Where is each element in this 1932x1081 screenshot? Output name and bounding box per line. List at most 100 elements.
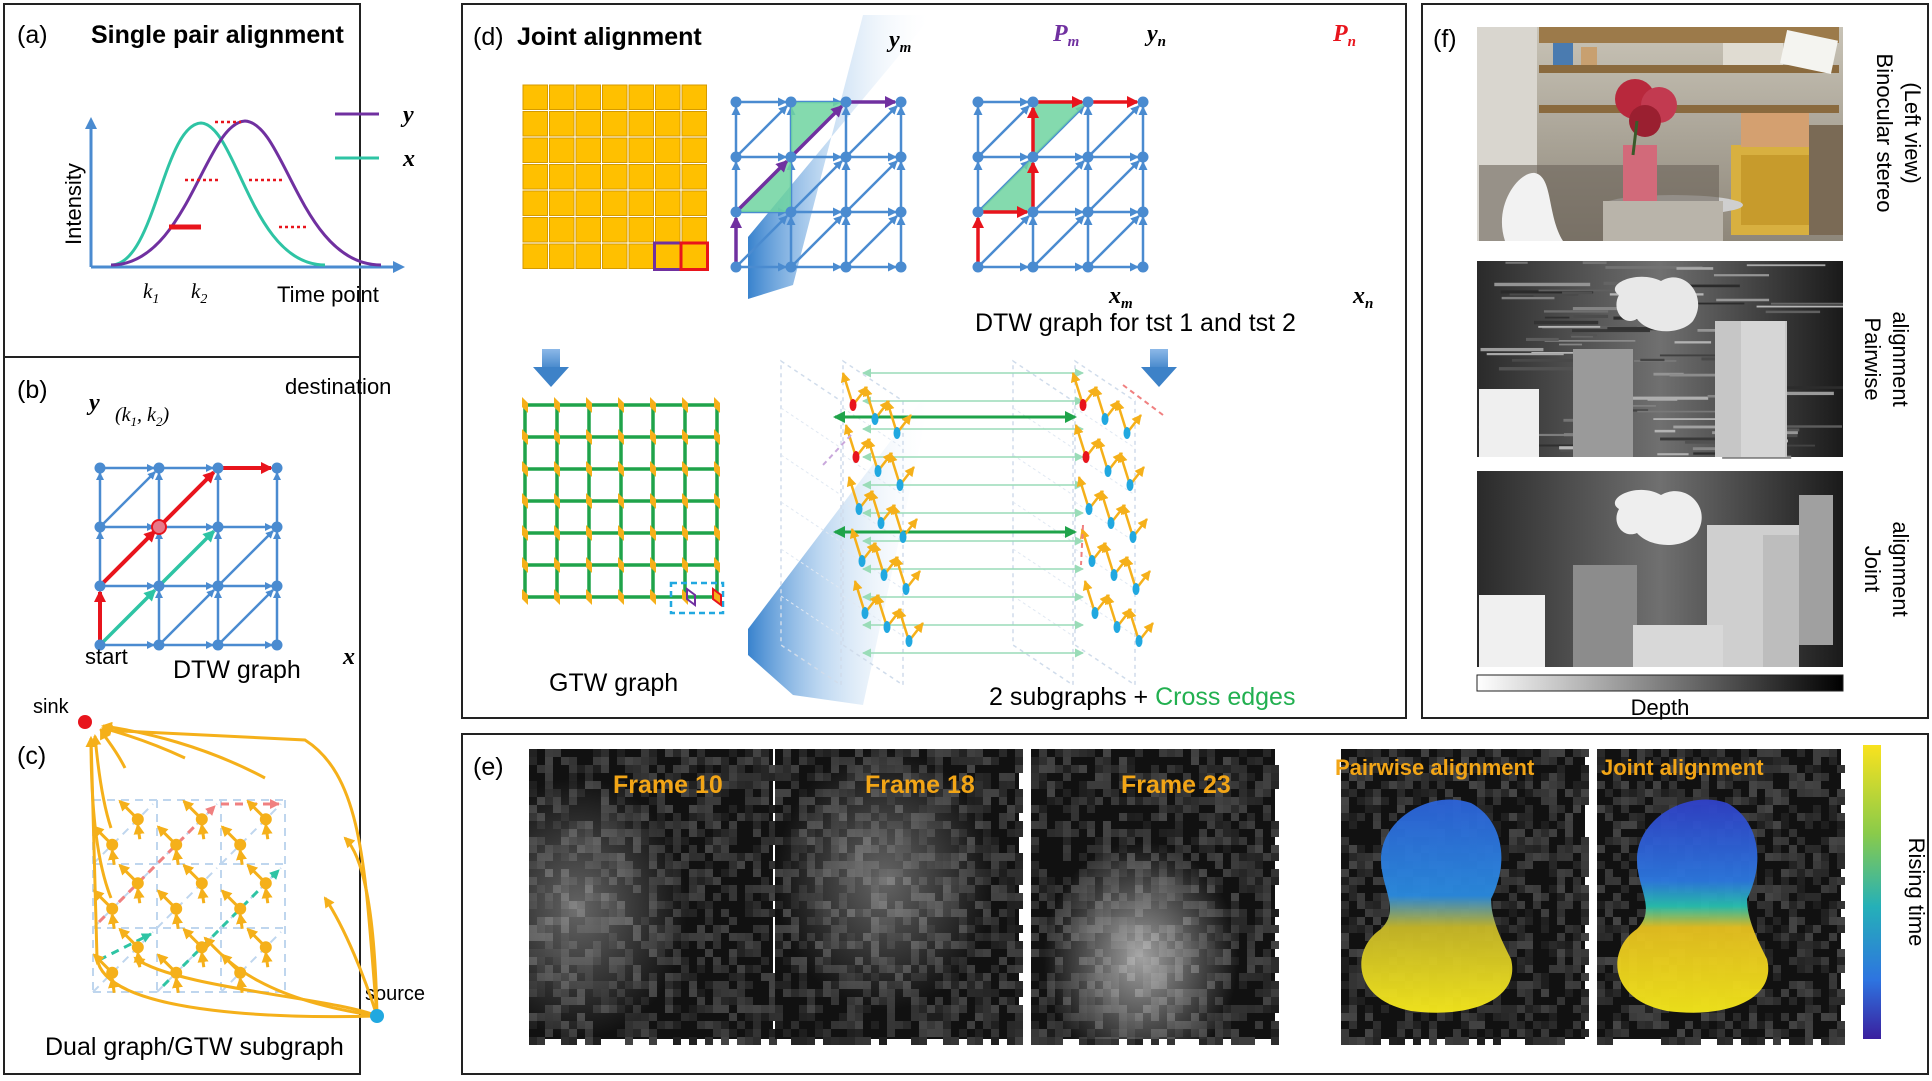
- noise-pixel: [1509, 837, 1517, 845]
- noise-pixel: [1477, 805, 1485, 813]
- noise-pixel: [1525, 773, 1533, 781]
- noise-pixel: [1493, 749, 1501, 757]
- noise-pixel: [1517, 837, 1525, 845]
- noise-pixel: [1349, 925, 1357, 933]
- noise-pixel: [1397, 1037, 1405, 1045]
- depth-streak: [1538, 289, 1631, 292]
- noise-pixel: [1765, 749, 1773, 757]
- noise-pixel: [1365, 1013, 1373, 1021]
- noise-pixel: [1541, 941, 1549, 949]
- subgraph-edge: [1114, 400, 1129, 434]
- noise-pixel: [1765, 949, 1773, 957]
- subgraph-frame: [842, 359, 904, 687]
- noise-pixel: [1517, 1029, 1525, 1037]
- noise-pixel: [1805, 1037, 1813, 1045]
- noise-pixel: [1421, 781, 1429, 789]
- dual-teal-dashed-2: [98, 932, 152, 962]
- noise-pixel: [1151, 1037, 1159, 1045]
- noise-pixel: [1541, 749, 1549, 757]
- noise-pixel: [1829, 1013, 1837, 1021]
- noise-pixel: [1365, 757, 1373, 765]
- noise-pixel: [1493, 1037, 1501, 1045]
- noise-pixel: [1373, 877, 1381, 885]
- depth-streak: [1746, 264, 1826, 267]
- noise-pixel: [1405, 765, 1413, 773]
- noise-pixel: [1517, 813, 1525, 821]
- noise-pixel: [1645, 749, 1653, 757]
- noise-pixel: [1781, 813, 1789, 821]
- noise-pixel: [1573, 789, 1581, 797]
- noise-pixel: [689, 1037, 697, 1045]
- noise-pixel: [1501, 1005, 1509, 1013]
- noise-pixel: [1581, 837, 1589, 845]
- subgraph-grid: [1074, 595, 1136, 637]
- subgraph-grid: [1012, 501, 1074, 543]
- dtw-node: [785, 151, 797, 163]
- dual-curve-4: [203, 936, 378, 1018]
- noise-pixel: [1549, 805, 1557, 813]
- cost-cell: [681, 190, 707, 216]
- noise-pixel: [1573, 957, 1581, 965]
- dual-edge-v: [197, 887, 209, 904]
- noise-pixel: [1357, 973, 1365, 981]
- dual-node: [234, 902, 247, 915]
- noise-pixel: [1501, 877, 1509, 885]
- noise-pixel: [1661, 789, 1669, 797]
- depth-streak: [1500, 290, 1594, 294]
- cost-matrix-grid: [522, 84, 709, 271]
- noise-pixel: [1349, 821, 1357, 829]
- gtw-node: [682, 589, 688, 605]
- noise-pixel: [1805, 933, 1813, 941]
- noise-pixel: [1557, 949, 1565, 957]
- dtw-node: [840, 206, 852, 218]
- noise-pixel: [1349, 1005, 1357, 1013]
- noise-pixel: [1533, 845, 1541, 853]
- noise-pixel: [1485, 765, 1493, 773]
- dtw-node: [972, 206, 984, 218]
- gtw-node: [714, 557, 720, 573]
- noise-pixel: [1669, 781, 1677, 789]
- noise-pixel: [1733, 1013, 1741, 1021]
- x-axis-arrow-icon: [393, 261, 405, 273]
- noise-pixel: [1797, 957, 1805, 965]
- noise-pixel: [1637, 781, 1645, 789]
- noise-pixel: [1749, 797, 1757, 805]
- noise-pixel: [1813, 805, 1821, 813]
- gtw-node: [522, 589, 528, 605]
- noise-pixel: [1421, 789, 1429, 797]
- noise-pixel: [1605, 933, 1613, 941]
- dtw-node: [1137, 261, 1149, 273]
- noise-pixel: [1797, 853, 1805, 861]
- noise-pixel: [1605, 925, 1613, 933]
- noise-pixel: [1821, 1013, 1829, 1021]
- noise-pixel: [1789, 997, 1797, 1005]
- noise-pixel: [1509, 925, 1517, 933]
- noise-pixel: [1565, 853, 1573, 861]
- noise-pixel: [1565, 925, 1573, 933]
- subgraph-edge: [846, 476, 861, 510]
- gtw-node: [618, 461, 624, 477]
- noise-pixel: [1389, 1037, 1397, 1045]
- noise-pixel: [1381, 909, 1389, 917]
- depth-streak: [1765, 310, 1821, 314]
- noise-pixel: [1741, 757, 1749, 765]
- noise-pixel: [1533, 973, 1541, 981]
- noise-pixel: [1805, 845, 1813, 853]
- noise-pixel: [1565, 893, 1573, 901]
- noise-pixel: [1517, 933, 1525, 941]
- dtw-path-edge: [789, 104, 844, 159]
- noise-pixel: [1525, 917, 1533, 925]
- dtw-graph-caption: DTW graph: [173, 656, 301, 684]
- noise-pixel: [1605, 973, 1613, 981]
- dtw-edge: [1032, 215, 1085, 268]
- noise-pixel: [1501, 885, 1509, 893]
- dtw-edge: [99, 471, 156, 528]
- noise-pixel: [1541, 893, 1549, 901]
- panel-b-letter: (b): [17, 376, 48, 404]
- noise-pixel: [799, 1037, 807, 1045]
- noise-pixel: [1765, 789, 1773, 797]
- noise-pixel: [1837, 861, 1845, 869]
- noise-pixel: [1365, 773, 1373, 781]
- depth-streak: [1660, 437, 1750, 441]
- dtw-edge: [158, 589, 215, 646]
